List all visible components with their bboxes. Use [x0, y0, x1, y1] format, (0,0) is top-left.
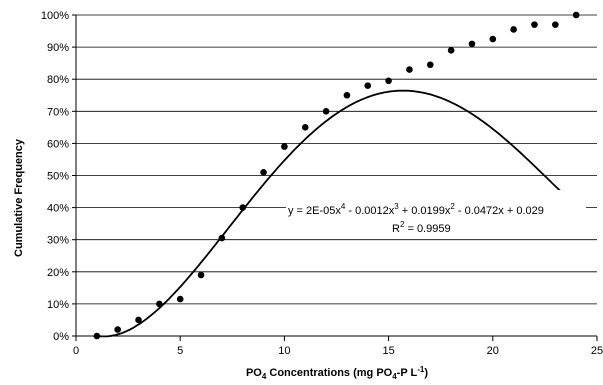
axes [72, 14, 598, 341]
x-axis-title-sub: 4 [262, 372, 267, 381]
eq-part: - 0.0012x [345, 205, 394, 217]
data-point [260, 168, 267, 176]
x-tick-label: 20 [487, 345, 499, 357]
x-tick-label: 10 [278, 345, 290, 357]
y-tick-label: 80% [47, 74, 69, 86]
x-axis-title-part: -P L [397, 367, 418, 379]
r2-part: R [392, 223, 400, 235]
data-point [552, 21, 559, 28]
y-tick-label: 30% [47, 235, 69, 247]
r2-sup: 2 [400, 220, 405, 229]
y-tick-label: 0% [53, 331, 69, 343]
data-point [218, 234, 226, 242]
x-tick-labels: 0 5 10 15 20 25 [73, 345, 603, 357]
x-tick-label: 15 [382, 345, 394, 357]
data-point [531, 21, 538, 28]
data-point [489, 35, 497, 43]
data-point [426, 61, 434, 69]
y-tick-label: 100% [41, 10, 69, 22]
y-tick-label: 50% [47, 171, 69, 183]
data-point [239, 204, 247, 211]
r2-part: = 0.9959 [404, 223, 450, 235]
eq-sup: 4 [341, 202, 346, 211]
data-point [176, 295, 184, 303]
eq-part: y = 2E-05x [288, 205, 341, 217]
y-tick-label: 70% [47, 106, 69, 118]
x-tick-label: 0 [73, 345, 79, 357]
data-point [197, 271, 205, 279]
x-axis-title-part: PO [246, 367, 262, 379]
r-squared: R2 = 0.9959 [392, 220, 451, 235]
eq-sup: 2 [450, 202, 455, 211]
data-point [343, 91, 351, 99]
x-axis-title-sup: -1 [417, 365, 425, 374]
y-axis-title: Cumulative Frequency [13, 138, 25, 257]
trendline-equation: y = 2E-05x4 - 0.0012x3 + 0.0199x2 - 0.04… [288, 202, 544, 217]
data-point [364, 82, 372, 89]
data-point [468, 40, 476, 48]
eq-part: + 0.0199x [399, 205, 451, 217]
trendline-curve [96, 89, 577, 338]
x-tick-label: 25 [591, 345, 603, 357]
data-point [281, 143, 288, 150]
data-point [572, 11, 580, 19]
data-point [301, 124, 309, 131]
data-point [114, 326, 121, 333]
x-axis-title-part: Concentrations (mg PO [266, 367, 392, 379]
trendline [96, 89, 577, 338]
y-tick-label: 40% [47, 203, 69, 215]
data-point [385, 77, 392, 85]
data-point [510, 26, 517, 33]
y-tick-labels: 0% 10% 20% 30% 40% 50% 60% 70% 80% 90% 100% [41, 10, 69, 343]
data-point [406, 66, 413, 73]
gridlines [76, 14, 597, 305]
data-point [322, 108, 330, 115]
x-axis-title-part: ) [424, 367, 428, 379]
data-point [447, 47, 455, 54]
data-point [135, 316, 142, 324]
x-tick-label: 5 [177, 345, 183, 357]
y-tick-label: 90% [47, 42, 69, 54]
y-tick-label: 20% [47, 267, 69, 279]
equation-background [286, 190, 586, 238]
x-axis-title: PO4 Concentrations (mg PO4-P L-1) [246, 365, 428, 381]
y-tick-label: 60% [47, 138, 69, 150]
x-axis-title-sub: 4 [392, 372, 397, 381]
data-point [156, 300, 163, 308]
y-tick-label: 10% [47, 299, 69, 311]
eq-sup: 3 [394, 202, 399, 211]
eq-part: - 0.0472x + 0.029 [455, 205, 544, 217]
